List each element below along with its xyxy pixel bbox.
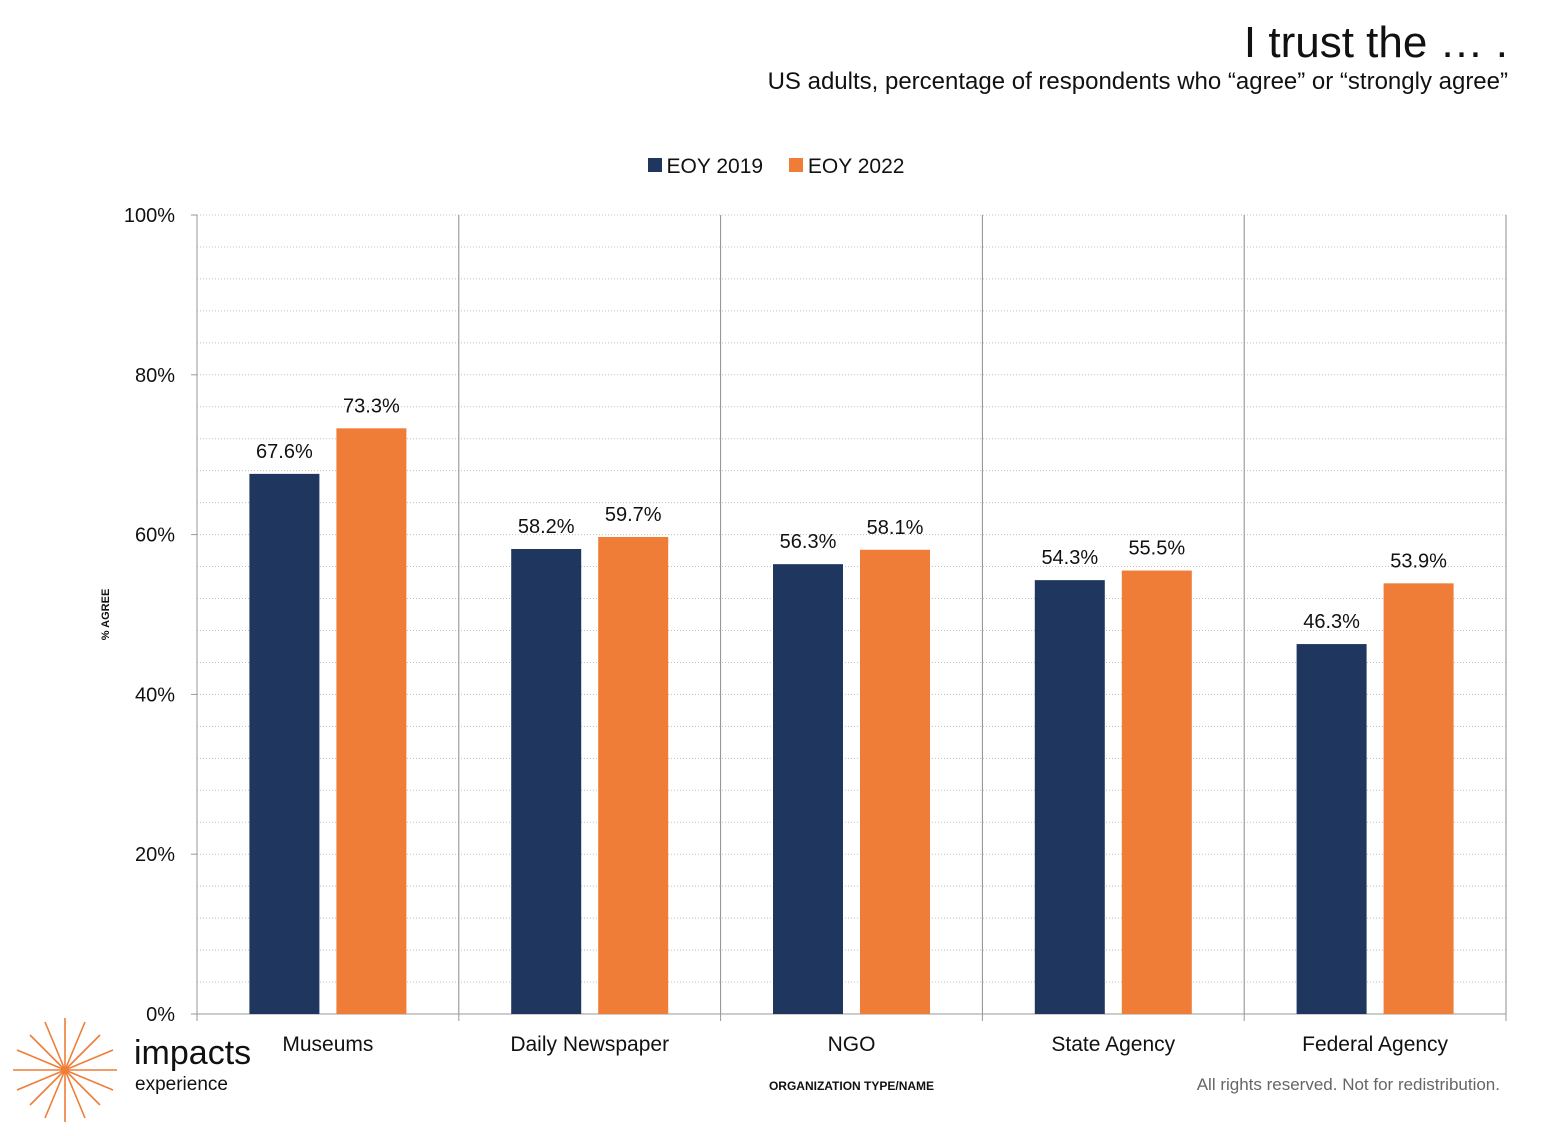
legend-label-2022: EOY 2022	[807, 155, 905, 178]
bar	[249, 473, 320, 1015]
x-tick-label: NGO	[828, 1033, 876, 1056]
bar	[336, 428, 407, 1014]
bar	[1296, 644, 1367, 1014]
data-label: 59.7%	[605, 504, 662, 526]
legend-swatch-2022	[788, 158, 803, 173]
data-label: 73.3%	[343, 395, 400, 417]
legend-label-2019: EOY 2019	[666, 155, 764, 178]
y-tick-label: 20%	[135, 844, 175, 866]
x-tick-label: State Agency	[1051, 1033, 1175, 1056]
data-label: 46.3%	[1303, 611, 1360, 633]
logo-subtitle: experience	[135, 1074, 228, 1095]
data-label: 58.1%	[867, 517, 924, 539]
data-label: 54.3%	[1041, 547, 1098, 569]
y-tick-label: 40%	[135, 684, 175, 706]
logo-wordmark: impacts	[134, 1034, 252, 1072]
legend-item-2019: EOY 2019	[647, 155, 764, 179]
copyright-note: All rights reserved. Not for redistribut…	[1196, 1075, 1500, 1094]
y-tick-label: 100%	[124, 205, 175, 227]
y-tick-label: 60%	[135, 525, 175, 547]
data-label: 53.9%	[1390, 550, 1447, 572]
bar	[860, 549, 930, 1014]
x-tick-label: Daily Newspaper	[510, 1033, 669, 1056]
chart-subtitle: US adults, percentage of respondents who…	[767, 68, 1508, 95]
legend-item-2022: EOY 2022	[788, 155, 905, 179]
x-axis-title: ORGANIZATION TYPE/NAME	[769, 1079, 934, 1093]
impacts-experience-logo: impacts experience	[10, 1016, 280, 1126]
chart-title: I trust the … .	[1243, 18, 1508, 67]
bar	[1034, 580, 1105, 1014]
data-label: 56.3%	[780, 531, 837, 553]
data-label: 58.2%	[518, 516, 575, 538]
starburst-icon	[13, 1018, 117, 1122]
x-tick-label: Museums	[282, 1033, 373, 1056]
legend-swatch-2019	[647, 158, 662, 173]
bar	[773, 564, 843, 1014]
chart-legend: EOY 2019 EOY 2022	[0, 155, 1552, 179]
bar	[1121, 570, 1192, 1014]
y-tick-label: 80%	[135, 365, 175, 387]
y-tick-label: 0%	[146, 1004, 175, 1026]
bar	[1383, 583, 1454, 1014]
x-tick-label: Federal Agency	[1302, 1033, 1448, 1056]
data-label: 55.5%	[1128, 538, 1185, 560]
y-axis-title: % AGREE	[100, 589, 112, 641]
bar	[598, 536, 669, 1014]
data-label: 67.6%	[256, 441, 313, 463]
bar	[511, 548, 582, 1014]
